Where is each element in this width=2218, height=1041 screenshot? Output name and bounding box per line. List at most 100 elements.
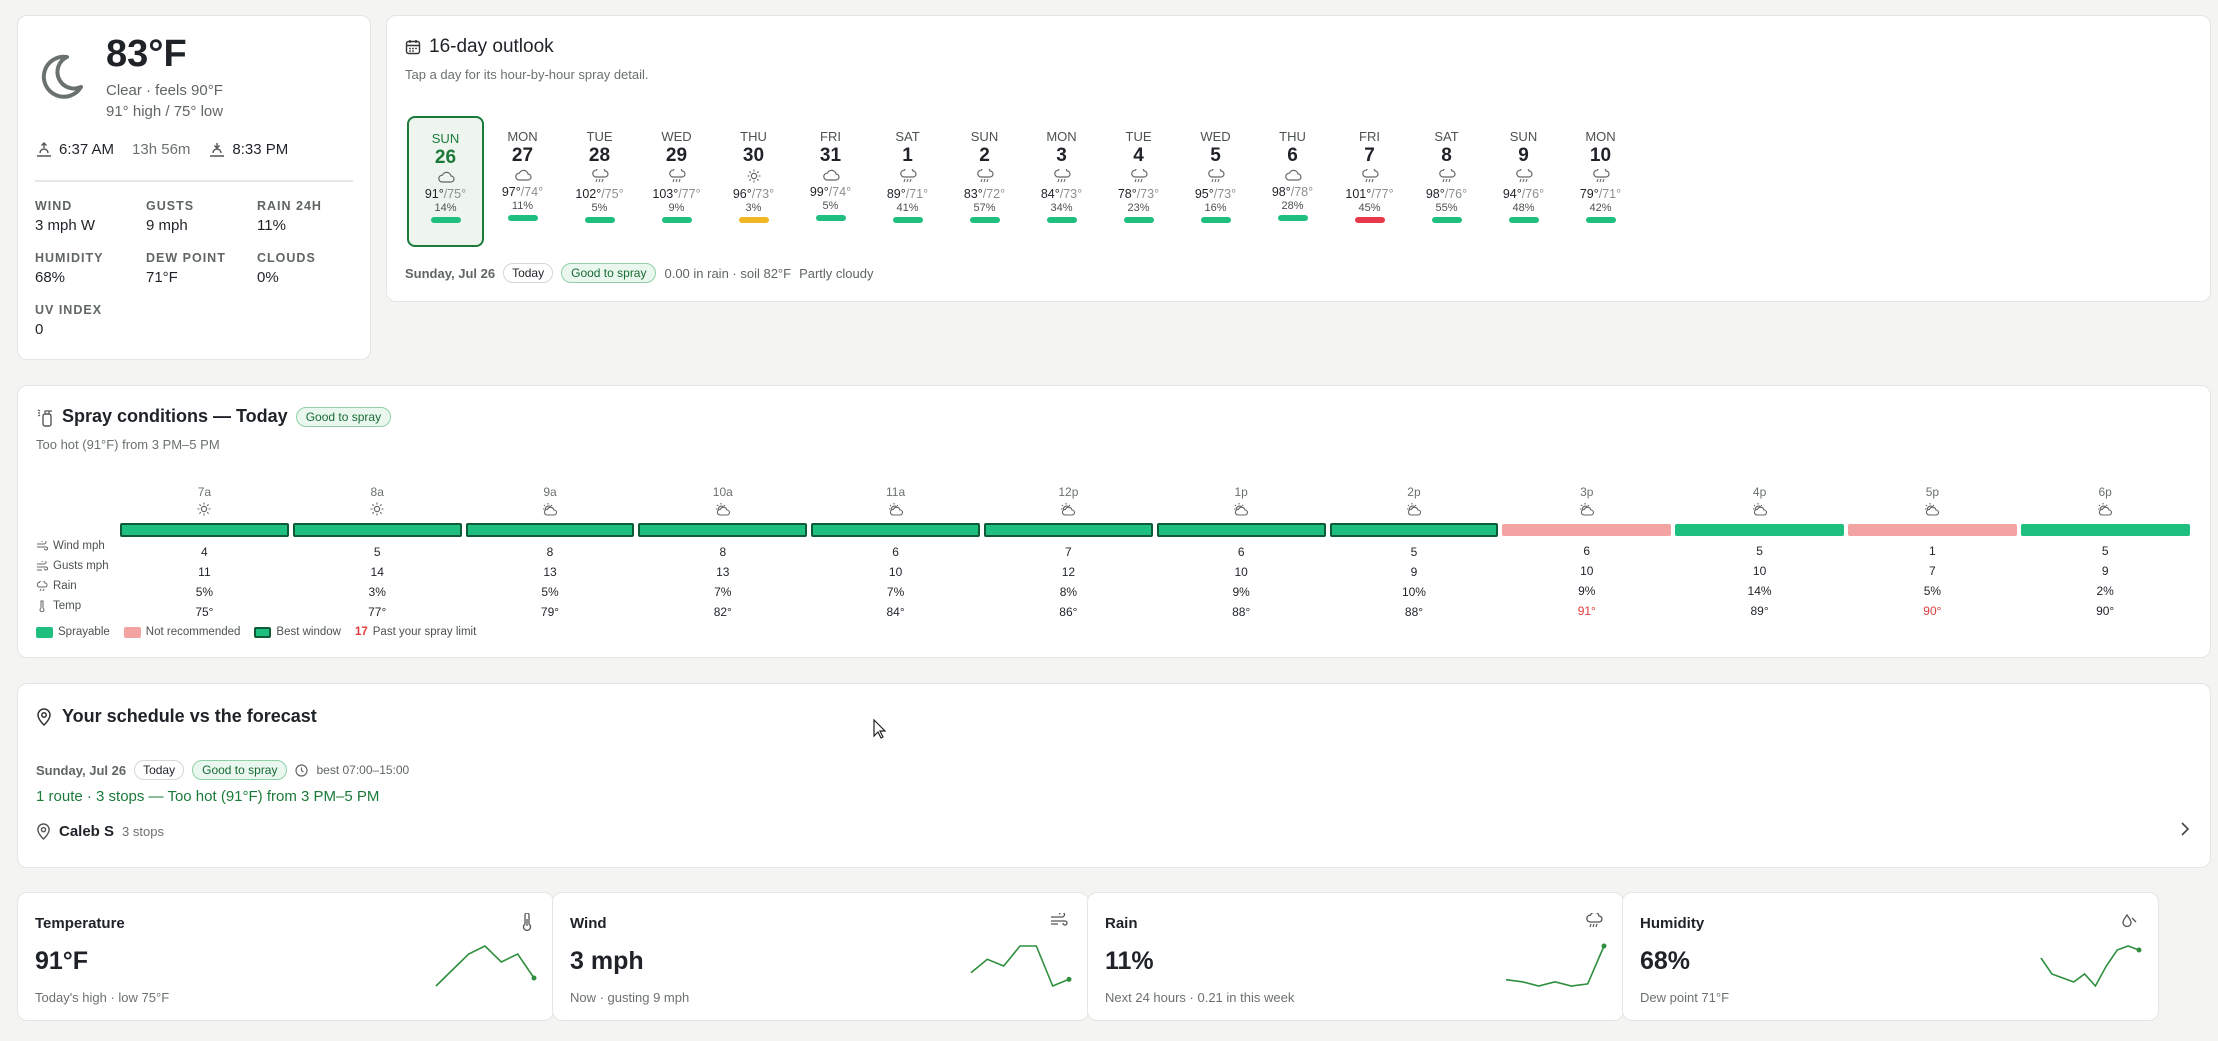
day-date: 27	[511, 145, 534, 166]
hour-column[interactable]: 4p 5 10 14% 89°	[1673, 485, 1846, 622]
thermometer-icon	[521, 913, 533, 931]
day-tile[interactable]: THU 30 96°/73° 3%	[715, 116, 792, 247]
hour-rain: 5%	[1923, 584, 1942, 598]
hour-temp: 89°	[1750, 604, 1769, 618]
day-tile[interactable]: SAT 8 98°/76° 55%	[1408, 116, 1485, 247]
day-tile[interactable]: TUE 28 102°/75° 5%	[561, 116, 638, 247]
day-status-bar	[1046, 217, 1077, 223]
rain-icon	[1485, 169, 1562, 183]
day-status-bar	[507, 215, 538, 221]
hour-gust: 13	[543, 565, 557, 579]
row-label: Wind mph	[36, 536, 109, 556]
day-low: /74°	[520, 185, 544, 199]
stat-uv-index: UV INDEX 0	[35, 303, 146, 338]
hour-wind: 8	[546, 545, 554, 559]
day-tile[interactable]: WED 29 103°/77° 9%	[638, 116, 715, 247]
spray-title: Spray conditions — Today	[62, 406, 288, 426]
hour-temp: 90°	[1923, 604, 1942, 618]
metric-card-rain[interactable]: Rain 11% Next 24 hours · 0.21 in this we…	[1087, 892, 1624, 1021]
sky-condition: Partly cloudy	[799, 265, 874, 281]
day-high: 96°	[732, 187, 752, 201]
hour-column[interactable]: 3p 6 10 9% 91°	[1500, 485, 1673, 622]
hour-wind: 6	[1237, 545, 1245, 559]
hour-gust: 7	[1929, 564, 1936, 578]
day-tile[interactable]: MON 3 84°/73° 34%	[1023, 116, 1100, 247]
day-tile[interactable]: SAT 1 89°/71° 41%	[869, 116, 946, 247]
stat-value: 0	[35, 321, 44, 338]
sparkline-endpoint	[1601, 943, 1607, 949]
hour-label: 12p	[1058, 485, 1079, 499]
day-tile[interactable]: SUN 2 83°/72° 57%	[946, 116, 1023, 247]
hour-temp: 88°	[1404, 605, 1424, 619]
day-high: 79°	[1579, 187, 1599, 201]
hourly-grid: 7a 4 11 5% 75° 8a 5 14 3% 77° 9a 8 13 5% 7…	[118, 485, 2192, 622]
stat-label: WIND	[35, 199, 73, 213]
stat-clouds: CLOUDS 0%	[257, 251, 368, 286]
day-date: 8	[1441, 145, 1452, 166]
metric-card-temperature[interactable]: Temperature 91°F Today's high · low 75°F	[17, 892, 554, 1021]
hour-temp: 77°	[368, 605, 387, 619]
day-tile[interactable]: TUE 4 78°/73° 23%	[1100, 116, 1177, 247]
hour-column[interactable]: 7a 4 11 5% 75°	[118, 485, 291, 622]
outlook-title: 16-day outlook	[429, 36, 554, 57]
rain-icon	[1562, 169, 1639, 183]
metric-card-humidity[interactable]: Humidity 68% Dew point 71°F	[1622, 892, 2159, 1021]
partly-cloudy-icon	[809, 502, 982, 519]
day-tile[interactable]: THU 6 98°/78° 28%	[1254, 116, 1331, 247]
day-tile[interactable]: FRI 31 99°/74° 5%	[792, 116, 869, 247]
hour-rain: 10%	[1401, 585, 1426, 599]
day-tile[interactable]: FRI 7 101°/77° 45%	[1331, 116, 1408, 247]
day-of-week: TUE	[1125, 129, 1152, 144]
day-high: 99°	[809, 185, 829, 199]
sunrise-icon	[35, 141, 53, 158]
day-tile[interactable]: MON 27 97°/74° 11%	[484, 116, 561, 247]
hour-column[interactable]: 10a 8 13 7% 82°	[636, 485, 809, 622]
day-tile[interactable]: WED 5 95°/73° 16%	[1177, 116, 1254, 247]
day-low: /73°	[1213, 187, 1237, 201]
day-of-week: MON	[1585, 129, 1616, 144]
spray-status-badge: Good to spray	[561, 263, 657, 283]
chevron-right-icon[interactable]	[2180, 822, 2190, 836]
metric-card-wind[interactable]: Wind 3 mph Now · gusting 9 mph	[552, 892, 1089, 1021]
hour-gust: 14	[370, 565, 384, 579]
route-row[interactable]: Caleb S 3 stops	[36, 823, 164, 840]
day-of-week: SUN	[970, 129, 999, 144]
rain-icon	[1585, 913, 1603, 929]
hour-temp: 90°	[2096, 604, 2115, 618]
day-date: 1	[902, 145, 913, 166]
day-of-week: THU	[740, 129, 767, 144]
hour-label: 4p	[1752, 485, 1767, 499]
day-status-bar	[430, 217, 461, 223]
hour-column[interactable]: 5p 1 7 5% 90°	[1846, 485, 2019, 622]
clock-icon	[295, 763, 309, 777]
hour-rain: 2%	[2096, 584, 2114, 598]
cloud-icon	[1254, 169, 1331, 181]
hour-column[interactable]: 12p 7 12 8% 86°	[982, 485, 1155, 622]
hour-column[interactable]: 6p 5 9 2% 90°	[2019, 485, 2192, 622]
calendar-icon	[405, 39, 421, 55]
day-tile[interactable]: SUN 9 94°/76° 48%	[1485, 116, 1562, 247]
day-low: /75°	[601, 187, 624, 201]
sun-times: 6:37 AM 13h 56m 8:33 PM	[35, 141, 288, 158]
day-tile[interactable]: MON 10 79°/71° 42%	[1562, 116, 1639, 247]
day-rain-chance: 34%	[1050, 202, 1073, 214]
hour-temp: 79°	[540, 605, 560, 619]
hour-column[interactable]: 9a 8 13 5% 79°	[464, 485, 637, 622]
stat-wind: WIND 3 mph W	[35, 199, 146, 234]
hour-status-block	[811, 523, 980, 537]
hour-column[interactable]: 1p 6 10 9% 88°	[1155, 485, 1328, 622]
hour-column[interactable]: 8a 5 14 3% 77°	[291, 485, 464, 622]
rain-icon	[946, 169, 1023, 183]
sparkline-path	[435, 945, 535, 987]
day-tile[interactable]: SUN 26 91°/75° 14%	[407, 116, 484, 247]
rain-icon	[1331, 169, 1408, 183]
metric-subtitle: Today's high · low 75°F	[35, 990, 170, 1005]
partly-cloudy-icon	[1500, 502, 1673, 519]
day-rain-chance: 5%	[591, 202, 608, 214]
hour-column[interactable]: 2p 5 9 10% 88°	[1328, 485, 1501, 622]
day-rain-chance: 42%	[1589, 202, 1612, 214]
row-label-text: Temp	[53, 600, 82, 612]
hour-column[interactable]: 11a 6 10 7% 84°	[809, 485, 982, 622]
stat-label: UV INDEX	[35, 303, 103, 317]
day-status-bar	[1354, 217, 1385, 223]
